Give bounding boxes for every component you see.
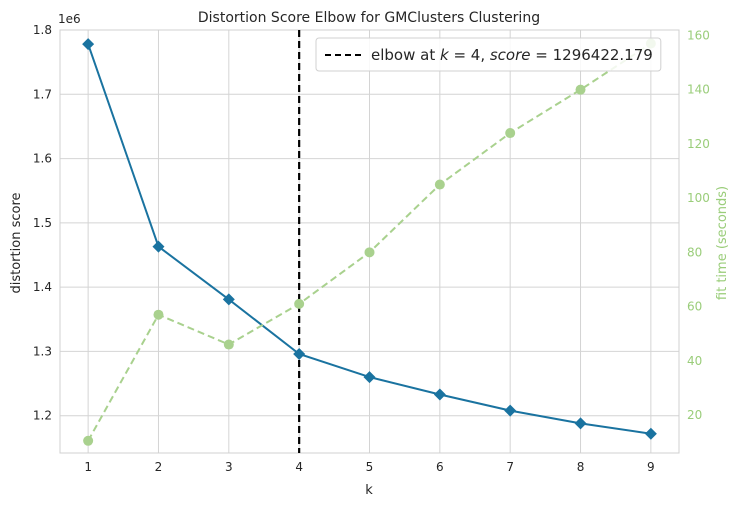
- distortion-point: [363, 371, 376, 384]
- distortion-point: [433, 388, 446, 401]
- y2-tick-label: 120: [687, 137, 710, 151]
- x-tick-label: 2: [155, 460, 163, 474]
- y2-tick-label: 160: [687, 28, 710, 42]
- series-layer: [82, 30, 657, 453]
- grid-layer: [60, 29, 679, 453]
- tick-layer: 1 2 3 4 5 6 7 8 9 1.2 1.3 1.4 1.5 1.6 1.7 1.8 20 40 60 80 10…: [33, 23, 710, 474]
- distortion-point: [82, 38, 95, 51]
- fit-time-point: [575, 84, 586, 95]
- y2-tick-label: 140: [687, 83, 710, 97]
- distortion-point: [152, 240, 165, 253]
- y-tick-label: 1.5: [33, 216, 52, 230]
- y-tick-label: 1.7: [33, 87, 52, 101]
- distortion-point: [644, 427, 657, 440]
- x-axis-title: k: [365, 483, 373, 498]
- y-tick-label: 1.4: [33, 280, 52, 294]
- fit-time-point: [223, 339, 234, 350]
- legend-elbow-label: elbow at k = 4, score = 1296422.179: [371, 46, 653, 64]
- y-axis-title: distortion score: [9, 193, 24, 294]
- distortion-point: [504, 404, 517, 417]
- y2-tick-label: 80: [687, 245, 702, 259]
- y2-tick-label: 60: [687, 300, 702, 314]
- x-tick-label: 1: [84, 460, 92, 474]
- distortion-point: [574, 417, 587, 430]
- fit-time-point: [434, 179, 445, 190]
- y2-tick-label: 100: [687, 191, 710, 205]
- y-tick-label: 1.6: [33, 152, 52, 166]
- chart-title: Distortion Score Elbow for GMClusters Cl…: [198, 10, 540, 26]
- fit-time-point: [153, 309, 164, 320]
- x-tick-label: 8: [577, 460, 585, 474]
- x-tick-label: 4: [295, 460, 303, 474]
- y-offset-label: 1e6: [58, 12, 81, 26]
- fit-time-point: [83, 435, 94, 446]
- y2-tick-label: 40: [687, 354, 702, 368]
- distortion-point: [222, 293, 235, 306]
- plot-frame: [59, 29, 680, 454]
- fit-time-point: [364, 247, 375, 258]
- legend-box: [315, 37, 662, 72]
- fit-time-point: [294, 298, 305, 309]
- x-tick-label: 9: [647, 460, 655, 474]
- legend: elbow at k = 4, score = 1296422.179: [315, 37, 662, 72]
- distortion-point: [293, 348, 306, 360]
- y2-axis-title: fit time (seconds): [715, 186, 730, 300]
- x-tick-label: 5: [366, 460, 374, 474]
- x-tick-label: 7: [506, 460, 514, 474]
- y-tick-label: 1.3: [33, 344, 52, 358]
- x-tick-label: 6: [436, 460, 444, 474]
- y-tick-label: 1.8: [33, 23, 52, 37]
- fit-time-point: [505, 128, 516, 139]
- y2-tick-label: 20: [687, 408, 702, 422]
- y-tick-label: 1.2: [33, 409, 52, 423]
- x-tick-label: 3: [225, 460, 233, 474]
